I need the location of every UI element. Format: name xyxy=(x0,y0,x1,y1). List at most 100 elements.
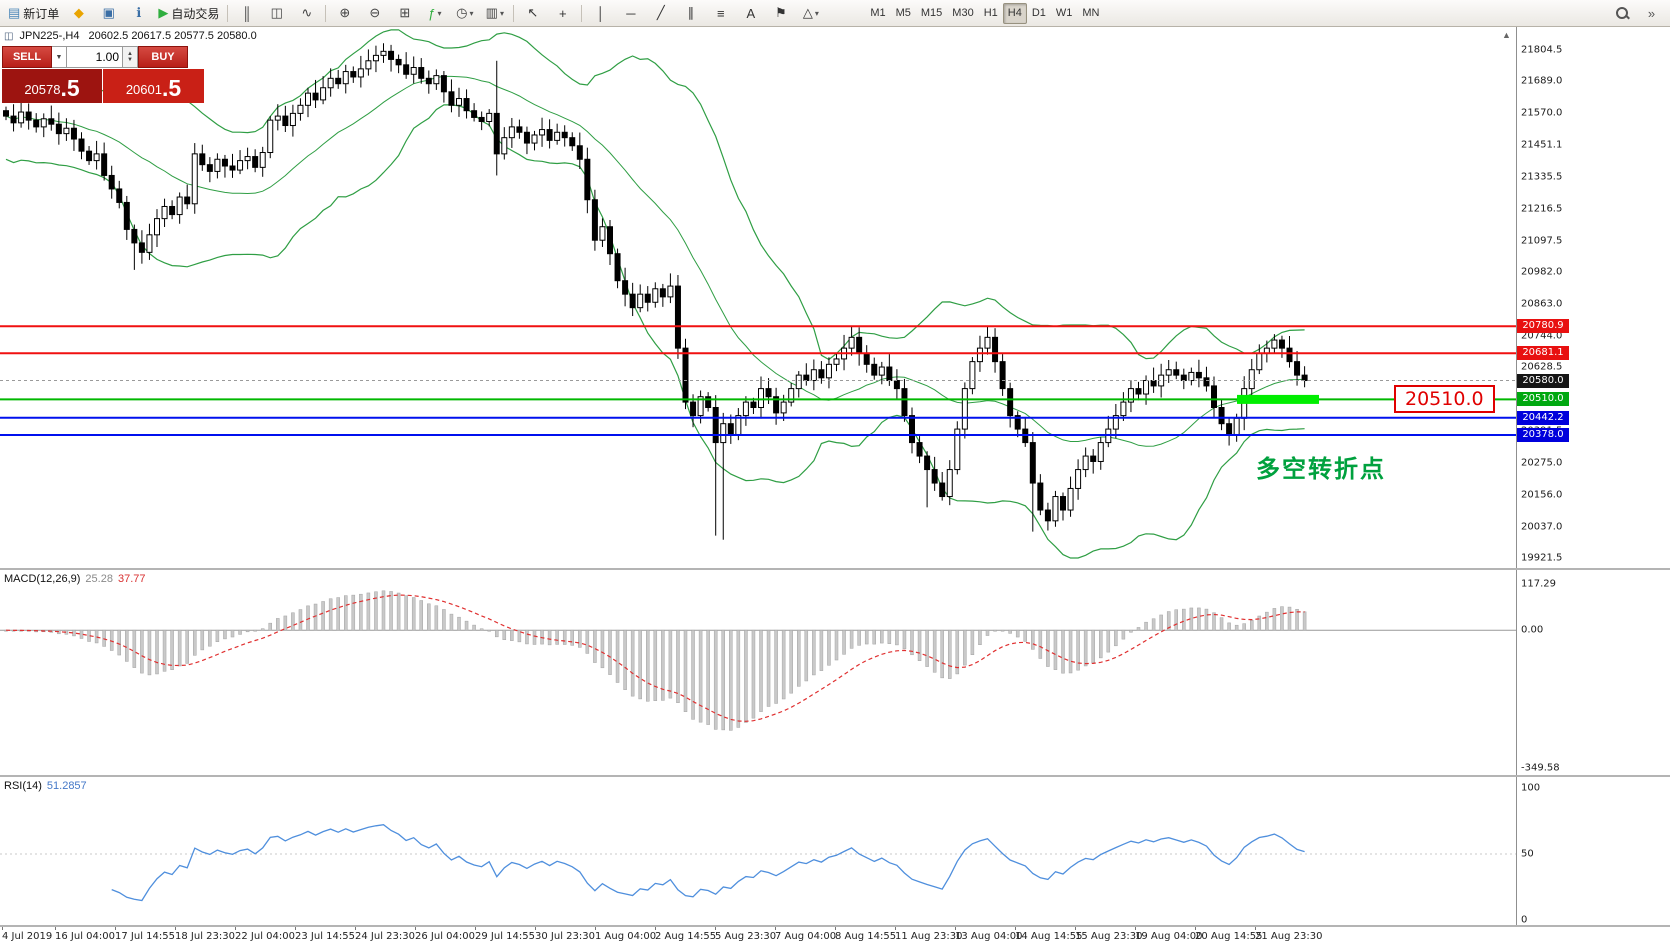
new-order-button-glyph: ▤ xyxy=(8,5,21,20)
bollinger-bands xyxy=(5,29,1305,559)
time-axis-label: 8 Aug 14:55 xyxy=(835,931,897,942)
new-order-button[interactable]: ▤ 新订单 xyxy=(4,2,63,25)
timeframe-button-M30[interactable]: M30 xyxy=(952,7,974,19)
buy-button[interactable]: BUY xyxy=(138,46,188,68)
bollinger-lower-line xyxy=(5,104,1305,559)
time-axis-tick xyxy=(895,926,896,930)
time-axis-label: 13 Aug 04:00 xyxy=(955,931,1023,942)
timeframe-button-M1[interactable]: M1 xyxy=(870,7,886,19)
time-axis-tick xyxy=(55,926,56,930)
toolbar-separator xyxy=(325,4,327,22)
horizontal-line-icon-glyph: ─ xyxy=(626,5,636,21)
annotation-text[interactable]: 多空转折点 xyxy=(1256,456,1386,483)
macd-axis-label: 117.29 xyxy=(1521,578,1556,590)
timeframe-button-MN[interactable]: MN xyxy=(1082,7,1100,19)
horizontal-line-icon[interactable]: ─ xyxy=(616,2,645,25)
label-icon-glyph: ⚑ xyxy=(775,5,787,20)
templates-button-glyph: ▥ xyxy=(485,5,498,20)
price-text-label[interactable]: 20510.0 xyxy=(1394,385,1495,414)
time-axis-tick xyxy=(1075,926,1076,930)
chevron-down-icon: ▾ xyxy=(469,8,474,18)
time-axis-label: 24 Jul 23:30 xyxy=(355,931,415,942)
autotrading-button-label: 自动交易 xyxy=(171,6,220,21)
timeframe-button-H1[interactable]: H1 xyxy=(983,7,998,19)
time-axis-label: 26 Jul 04:00 xyxy=(415,931,475,942)
chevron-down-icon: ▾ xyxy=(437,8,442,18)
bollinger-upper-line xyxy=(5,29,1305,361)
price-tag: 20510.0 xyxy=(1517,392,1569,407)
price-axis-label: 20982.0 xyxy=(1521,266,1563,278)
sell-button[interactable]: SELL xyxy=(2,46,52,68)
fibonacci-icon[interactable]: ≡ xyxy=(706,2,735,25)
metaeditor-icon-glyph: ◆ xyxy=(73,5,84,20)
buy-price-main: 20601 xyxy=(125,82,162,97)
line-chart-icon[interactable]: ∿ xyxy=(292,2,321,25)
timeframe-buttons: M1 M5 M15 M30 H1 H4 D1 W1 MN xyxy=(865,2,1104,24)
candlestick-chart-icon[interactable]: ◫ xyxy=(262,2,291,25)
sell-price[interactable]: 20578 .5 xyxy=(2,69,102,103)
overflow-icon[interactable]: » xyxy=(1637,2,1666,25)
channel-icon-glyph: ∥ xyxy=(687,5,695,20)
timeframe-button-W1[interactable]: W1 xyxy=(1055,7,1073,19)
spinner-down-icon[interactable]: ▼ xyxy=(127,57,133,63)
buy-price[interactable]: 20601 .5 xyxy=(103,69,204,103)
timeframe-button-M5[interactable]: M5 xyxy=(895,7,911,19)
timeframe-button-D1[interactable]: D1 xyxy=(1031,7,1046,19)
price-axis-label: 20037.0 xyxy=(1521,521,1563,533)
tile-windows-icon[interactable]: ⊞ xyxy=(390,2,419,25)
timeframe-button-H4[interactable]: H4 xyxy=(1002,2,1027,24)
time-axis-tick xyxy=(715,926,716,930)
label-icon[interactable]: ⚑ xyxy=(766,2,795,25)
vertical-line-icon[interactable]: │ xyxy=(586,2,615,25)
macd-rsi-divider[interactable] xyxy=(0,775,1670,777)
price-axis-label: 21570.0 xyxy=(1521,107,1563,119)
volume-dropdown[interactable]: ▼ xyxy=(52,46,67,68)
time-axis-tick xyxy=(775,926,776,930)
price-axis-label: 21216.5 xyxy=(1521,203,1563,215)
time-axis-tick xyxy=(1135,926,1136,930)
about-icon[interactable]: ℹ xyxy=(124,2,153,25)
price-axis-label: 21451.1 xyxy=(1521,139,1563,151)
highlight-segment[interactable] xyxy=(1237,394,1319,404)
time-axis-tick xyxy=(355,926,356,930)
trendline-icon[interactable]: ╱ xyxy=(646,2,675,25)
terminal-icon[interactable]: ▣ xyxy=(94,2,123,25)
timeframe-button-M15[interactable]: M15 xyxy=(920,7,943,19)
chart-type-icon: ◫ xyxy=(4,31,14,42)
zoom-in-icon-glyph: ⊕ xyxy=(339,5,351,20)
zoom-out-icon[interactable]: ⊖ xyxy=(360,2,389,25)
zoom-in-icon[interactable]: ⊕ xyxy=(330,2,359,25)
time-axis-label: 2 Aug 14:55 xyxy=(655,931,717,942)
buy-price-frac: .5 xyxy=(161,75,182,101)
metaeditor-icon[interactable]: ◆ xyxy=(64,2,93,25)
bollinger-middle-line xyxy=(5,75,1305,447)
price-tag: 20378.0 xyxy=(1517,428,1569,443)
chevron-down-icon: ▾ xyxy=(814,8,819,18)
volume-spinner[interactable]: ▲ ▼ xyxy=(123,46,138,68)
rsi-label: RSI(14) 51.2857 xyxy=(4,780,87,792)
shapes-button[interactable]: △ ▾ xyxy=(796,2,825,25)
price-axis-label: 21689.0 xyxy=(1521,75,1563,87)
symbol-search-button[interactable] xyxy=(1607,2,1636,25)
periods-button[interactable]: ◷ ▾ xyxy=(450,2,479,25)
cursor-icon[interactable]: ↖ xyxy=(518,2,547,25)
templates-button[interactable]: ▥ ▾ xyxy=(480,2,509,25)
chart-shift-marker-icon[interactable]: ▲ xyxy=(1502,30,1511,40)
periods-button-glyph: ◷ xyxy=(456,5,468,20)
time-axis-label: 5 Aug 23:30 xyxy=(715,931,777,942)
volume-input[interactable] xyxy=(67,46,123,68)
crosshair-icon[interactable]: + xyxy=(548,2,577,25)
chart-macd-divider[interactable] xyxy=(0,568,1670,570)
text-icon[interactable]: A xyxy=(736,2,765,25)
chevron-down-icon: ▼ xyxy=(55,53,63,61)
bar-chart-icon[interactable]: ║ xyxy=(232,2,261,25)
channel-icon[interactable]: ∥ xyxy=(676,2,705,25)
one-click-trading-panel: SELL ▼ ▲ ▼ BUY 20578 .5 20601 .5 xyxy=(2,46,204,103)
indicators-button[interactable]: ƒ ▾ xyxy=(420,2,449,25)
autotrading-button[interactable]: ▶ 自动交易 xyxy=(154,2,223,25)
spinner-up-icon[interactable]: ▲ xyxy=(127,51,133,57)
time-axis-label: 1 Aug 04:00 xyxy=(595,931,657,942)
fibonacci-icon-glyph: ≡ xyxy=(717,5,725,21)
about-icon-glyph: ℹ xyxy=(136,5,142,20)
time-axis-label: 16 Jul 04:00 xyxy=(55,931,115,942)
